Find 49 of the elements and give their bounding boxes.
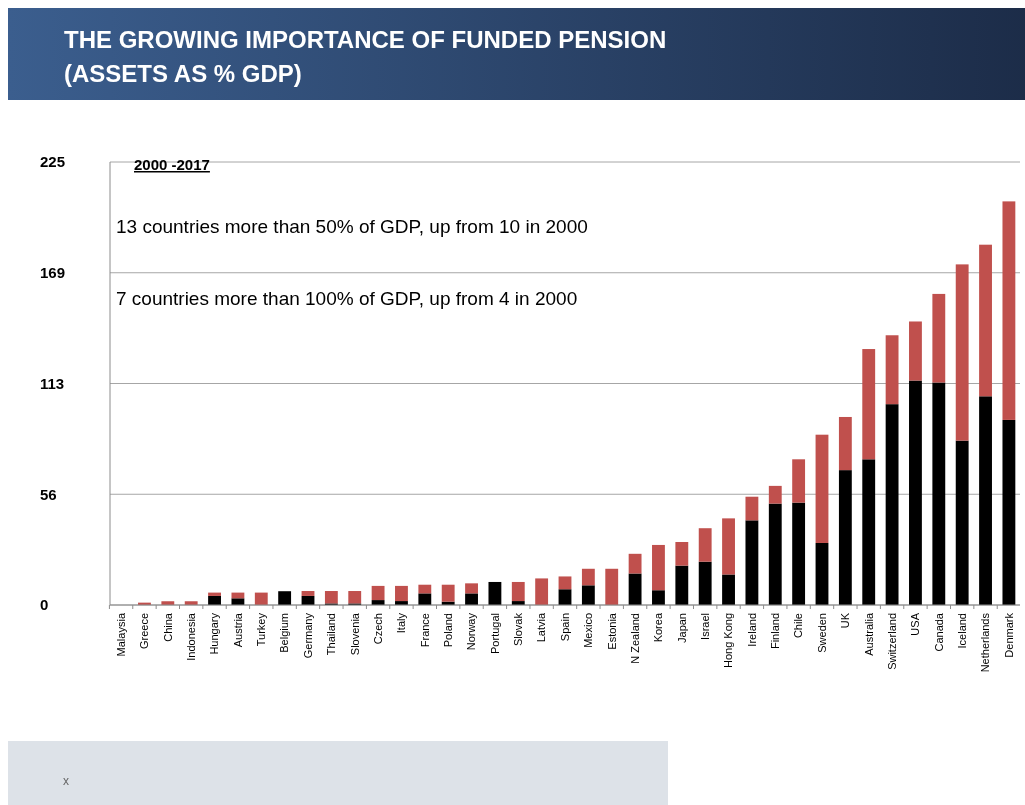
x-tick-label: Netherlands (979, 612, 992, 673)
x-tick-label: Thailand (325, 613, 338, 656)
x-tick-label: Estonia (605, 612, 618, 650)
x-tick-label: Germany (301, 612, 314, 659)
x-tick-label: Belgium (278, 613, 291, 653)
x-tick-label: Iceland (956, 613, 969, 649)
x-tick-label: Canada (932, 612, 945, 652)
x-tick-label: Indonesia (185, 612, 198, 661)
x-tick-label: Italy (395, 612, 408, 634)
x-tick-label: China (161, 612, 174, 642)
chart-title: THE GROWING IMPORTANCE OF FUNDED PENSION (ASSETS AS % GDP) (64, 26, 667, 87)
x-tick-label: N Zealand (628, 613, 641, 664)
x-tick-label: Austria (231, 612, 244, 648)
x-tick-label: Hungary (208, 612, 221, 655)
x-tick-label: Australia (862, 612, 875, 656)
x-tick-label: Israel (699, 613, 712, 640)
y-tick-label: 113 (40, 374, 65, 392)
x-tick-label: Ireland (745, 613, 758, 647)
annotation: 13 countries more than 50% of GDP, up from 10 in 2000 (116, 216, 588, 237)
x-tick-label: UK (839, 612, 852, 629)
x-tick-label: Slovenia (348, 612, 361, 656)
x-tick-label: Latvia (535, 612, 548, 643)
x-tick-label: Japan (675, 613, 688, 643)
x-tick-label: USA (909, 612, 922, 636)
x-tick-label: Sweden (815, 613, 828, 653)
x-tick-label: Switzerland (885, 613, 898, 670)
x-tick-label: Greece (138, 613, 151, 650)
x-tick-label: Chile (792, 613, 805, 639)
x-tick-label: Korea (652, 612, 665, 643)
x-tick-label: Malaysia (114, 612, 127, 657)
x-tick-label: Finland (769, 613, 782, 650)
annotation: 2000 -2017 (134, 156, 210, 173)
y-tick-label: 169 (40, 264, 66, 281)
x-tick-label: Norway (465, 612, 478, 651)
x-tick-label: Spain (558, 613, 571, 642)
x-tick-label: Turkey (255, 612, 268, 647)
x-tick-label: Denmark (1002, 612, 1015, 658)
annotation: 7 countries more than 100% of GDP, up from 4 in 2000 (116, 288, 578, 309)
x-tick-label: France (418, 613, 431, 648)
x-tick-label: Hong Kong (722, 613, 735, 669)
x-tick-label: Portugal (488, 613, 501, 654)
x-tick-label: Slovak (512, 612, 525, 647)
text: x (63, 774, 69, 788)
y-tick-label: 0 (40, 596, 49, 614)
y-tick-label: 56 (40, 485, 57, 503)
x-tick-label: Mexico (582, 613, 595, 648)
x-tick-label: Poland (442, 613, 455, 648)
y-tick-label: 225 (40, 153, 66, 171)
x-tick-label: Czech (371, 613, 384, 645)
